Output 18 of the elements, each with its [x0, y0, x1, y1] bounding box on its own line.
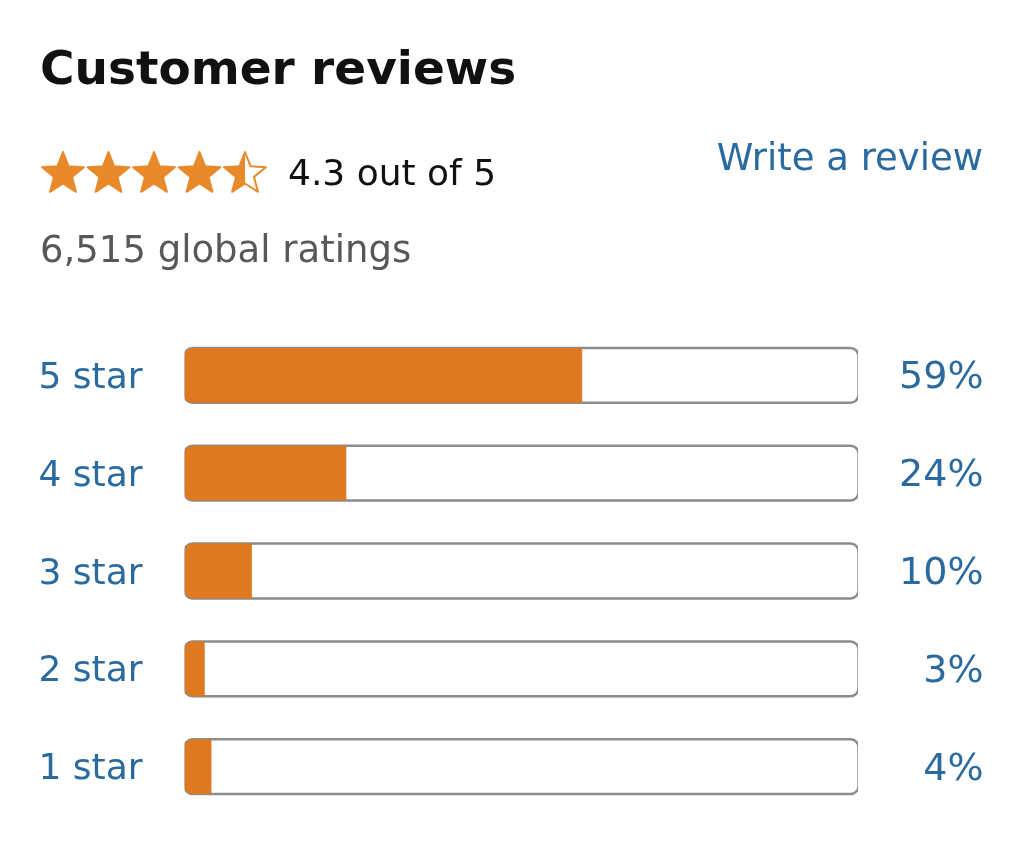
text: 4.3 out of 5	[288, 151, 497, 195]
text: Write a review	[716, 135, 983, 181]
y-tick-label: 5 star	[38, 354, 143, 396]
bar	[184, 445, 347, 501]
bar	[184, 739, 212, 794]
bar	[184, 543, 252, 599]
y-tick-label: 1 star	[38, 746, 143, 788]
bar	[184, 641, 205, 697]
data-label: 4%	[923, 744, 984, 789]
data-label: 24%	[899, 451, 984, 496]
y-tick-label: 4 star	[38, 452, 143, 494]
chart-title: Customer reviews	[40, 39, 517, 97]
y-tick-label: 2 star	[38, 648, 143, 690]
data-label: 3%	[923, 646, 984, 691]
data-label: 10%	[899, 549, 984, 593]
data-label: 59%	[899, 353, 984, 398]
y-tick-label: 3 star	[38, 550, 143, 592]
text: 6,515 global ratings	[40, 227, 412, 273]
